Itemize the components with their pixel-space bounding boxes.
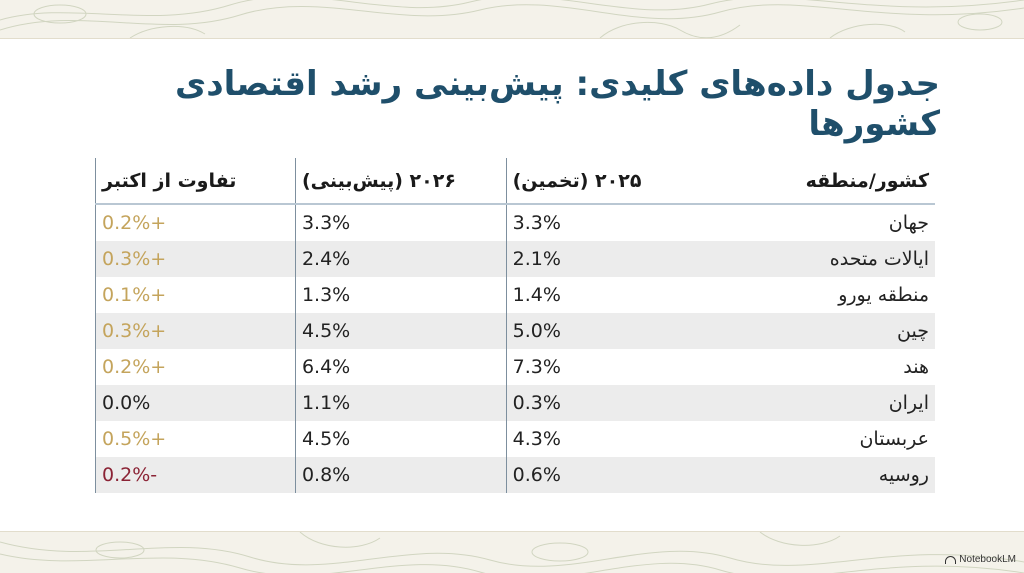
diff-cell: 0.0% (102, 392, 151, 414)
bottom-decorative-band (0, 531, 1024, 573)
country-cell: عربستان (859, 428, 929, 450)
diff-cell: 0.2%- (102, 464, 158, 486)
table-header-row: کشور/منطقه ۲۰۲۵ (تخمین) ۲۰۲۶ (پیش‌بینی) … (95, 158, 935, 205)
forecast-2026-cell: 6.4% (301, 356, 351, 378)
contour-pattern (0, 0, 1024, 38)
table-row: هند 7.3% 6.4% 0.2%+ (95, 349, 936, 385)
country-cell: منطقه یورو (838, 284, 929, 306)
notebooklm-logo-icon (945, 555, 957, 564)
country-cell: ایران (888, 392, 929, 414)
diff-cell: 0.3%+ (102, 248, 167, 270)
header-country: کشور/منطقه (713, 158, 935, 205)
table-row: ایران 0.3% 1.1% 0.0% (95, 385, 935, 421)
brand-label: NotebookLM (959, 554, 1016, 565)
notebooklm-badge: NotebookLM (945, 554, 1016, 565)
header-estimate-2025: ۲۰۲۵ (تخمین) (505, 158, 714, 205)
page-title: جدول داده‌های کلیدی: پیش‌بینی رشد اقتصاد… (175, 64, 940, 144)
table-row: روسیه 0.6% 0.8% 0.2%- (95, 457, 935, 493)
diff-cell: 0.3%+ (102, 320, 167, 342)
estimate-2025-cell: 0.3% (512, 392, 561, 414)
diff-cell: 0.2%+ (102, 212, 167, 234)
table-row: منطقه یورو 1.4% 1.3% 0.1%+ (95, 277, 936, 313)
diff-cell: 0.5%+ (102, 428, 167, 450)
estimate-2025-cell: 2.1% (512, 248, 561, 270)
forecast-2026-cell: 0.8% (301, 464, 351, 486)
country-cell: روسیه (878, 464, 929, 486)
table-row: عربستان 4.3% 4.5% 0.5%+ (95, 421, 936, 457)
diff-cell: 0.1%+ (102, 284, 167, 306)
table-row: ایالات متحده 2.1% 2.4% 0.3%+ (95, 241, 935, 277)
contour-pattern (0, 532, 1024, 573)
estimate-2025-cell: 1.4% (512, 284, 561, 306)
forecast-2026-cell: 3.3% (301, 212, 351, 234)
estimate-2025-cell: 7.3% (512, 356, 561, 378)
header-forecast-2026: ۲۰۲۶ (پیش‌بینی) (294, 158, 507, 205)
forecast-2026-cell: 4.5% (301, 320, 351, 342)
forecast-2026-cell: 1.1% (301, 392, 351, 414)
table-row: چین 5.0% 4.5% 0.3%+ (95, 313, 935, 349)
top-decorative-band (0, 0, 1024, 39)
forecast-2026-cell: 1.3% (301, 284, 351, 306)
table-row: جهان 3.3% 3.3% 0.2%+ (95, 204, 936, 241)
country-cell: هند (903, 356, 929, 378)
country-cell: چین (897, 320, 929, 342)
diff-cell: 0.2%+ (102, 356, 167, 378)
estimate-2025-cell: 4.3% (512, 428, 561, 450)
header-diff-october: تفاوت از اکتبر (95, 158, 296, 205)
estimate-2025-cell: 5.0% (512, 320, 561, 342)
country-cell: جهان (888, 212, 929, 234)
country-cell: ایالات متحده (829, 248, 929, 270)
estimate-2025-cell: 3.3% (512, 212, 561, 234)
forecast-2026-cell: 4.5% (301, 428, 351, 450)
estimate-2025-cell: 0.6% (512, 464, 561, 486)
forecast-2026-cell: 2.4% (301, 248, 351, 270)
growth-forecast-table: کشور/منطقه ۲۰۲۵ (تخمین) ۲۰۲۶ (پیش‌بینی) … (95, 158, 935, 493)
